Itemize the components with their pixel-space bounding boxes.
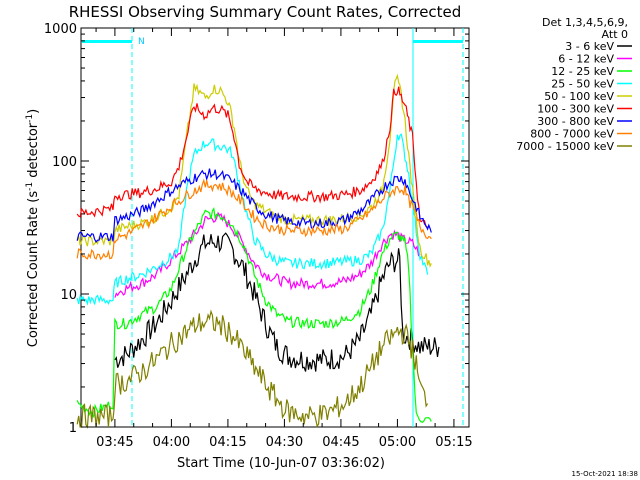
x-axis: 03:45 04:00 04:15 04:30 04:45 05:00 05:15 — [95, 28, 473, 450]
night-bar-right — [413, 40, 463, 43]
x-axis-label: Start Time (10-Jun-07 03:36:02) — [177, 456, 385, 471]
night-label: N — [138, 37, 145, 47]
legend-entry-label: 800 - 7000 keV — [530, 128, 614, 141]
y-axis-label-end: ) — [26, 109, 41, 114]
y-tick-label: 10 — [60, 288, 77, 303]
x-tick-label: 05:15 — [435, 435, 472, 450]
series-line-8 — [76, 309, 429, 429]
x-tick-label: 03:45 — [96, 435, 133, 450]
x-tick-label: 04:00 — [153, 435, 190, 450]
night-bar-left — [82, 40, 132, 43]
y-axis-label-sup2: -1 — [25, 114, 35, 123]
legend-entry-label: 25 - 50 keV — [551, 78, 614, 91]
legend-entry-label: 6 - 12 keV — [558, 53, 614, 66]
x-tick-label: 05:00 — [379, 435, 416, 450]
plot-frame — [80, 27, 470, 428]
chart-title: RHESSI Observing Summary Count Rates, Co… — [69, 3, 462, 21]
y-axis-label-main: Corrected Count Rate (s — [26, 191, 41, 348]
legend-entry-label: 50 - 100 keV — [544, 90, 614, 103]
legend-entry-label: 7000 - 15000 keV — [516, 140, 614, 153]
series-line-0 — [114, 232, 440, 372]
legend-header-line1: Det 1,3,4,5,6,9, — [542, 16, 628, 29]
legend-entry-label: 100 - 300 keV — [537, 103, 614, 116]
y-tick-label: 1000 — [44, 22, 77, 37]
x-tick-label: 04:30 — [266, 435, 303, 450]
y-tick-label: 1 — [69, 421, 77, 436]
x-tick-label: 04:45 — [322, 435, 359, 450]
series-line-7 — [76, 178, 432, 261]
series-line-3 — [76, 133, 429, 306]
series-line-2 — [76, 207, 432, 424]
y-axis-label-mid: detector — [26, 122, 41, 182]
y-tick-label: 100 — [52, 155, 77, 170]
legend-header-line2: Att 0 — [602, 28, 628, 41]
x-tick-label: 04:15 — [209, 435, 246, 450]
legend-entry-label: 300 - 800 keV — [537, 115, 614, 128]
y-axis-label-sup1: -1 — [25, 182, 35, 191]
series-line-6 — [76, 168, 432, 243]
series-line-5 — [76, 86, 428, 228]
legend-entry-label: 12 - 25 keV — [551, 65, 614, 78]
series-line-1 — [114, 211, 421, 298]
timestamp: 15-Oct-2021 18:38 — [572, 470, 638, 478]
legend-entry-label: 3 - 6 keV — [565, 40, 614, 53]
y-axis: 1 10 100 1000 — [44, 22, 469, 436]
y-axis-label: Corrected Count Rate (s-1 detector-1) — [25, 109, 41, 347]
series-layer — [76, 73, 440, 429]
plot-area: N 1 10 100 1000 03:45 04:00 04:15 04:30 04:45 05… — [44, 22, 473, 450]
